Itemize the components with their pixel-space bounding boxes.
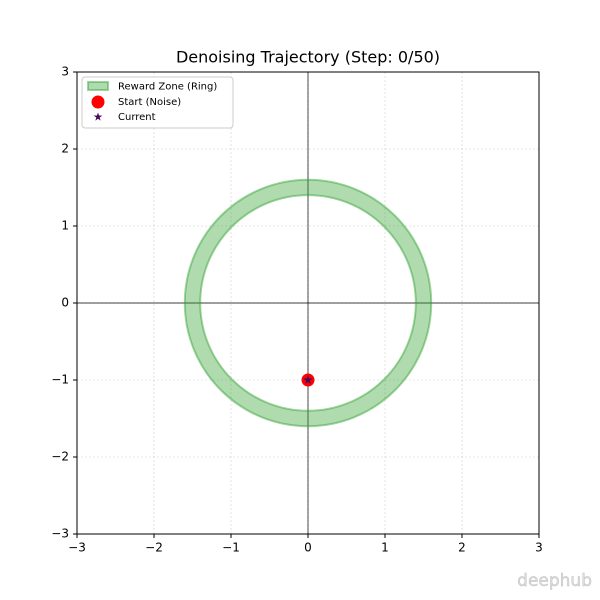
x-tick-label: 3 <box>535 541 543 555</box>
x-tick-label: 2 <box>458 541 466 555</box>
star-marker <box>93 112 103 121</box>
legend-label: Reward Zone (Ring) <box>118 82 217 93</box>
y-tick-label: 3 <box>61 65 69 79</box>
legend-label: Current <box>118 112 156 123</box>
y-tick-label: −1 <box>51 373 69 387</box>
watermark: deephub <box>517 571 592 591</box>
legend-label: Start (Noise) <box>118 97 181 108</box>
y-tick-label: −3 <box>51 527 69 541</box>
reward-ring <box>183 178 433 428</box>
y-tick-label: 0 <box>61 296 69 310</box>
star-marker <box>303 375 313 385</box>
x-tick-label: 0 <box>304 541 312 555</box>
x-tick-label: −2 <box>145 541 163 555</box>
x-tick-label: −1 <box>222 541 240 555</box>
y-tick-label: 2 <box>61 142 69 156</box>
legend-box <box>81 76 234 129</box>
x-tick-label: 1 <box>381 541 389 555</box>
y-tick-label: −2 <box>51 450 69 464</box>
y-tick-label: 1 <box>61 219 69 233</box>
point <box>91 95 105 109</box>
plot-frame <box>76 71 540 535</box>
chart-title: Denoising Trajectory (Step: 0/50) <box>176 48 440 67</box>
legend-swatch <box>87 81 109 91</box>
x-tick-label: −3 <box>68 541 86 555</box>
